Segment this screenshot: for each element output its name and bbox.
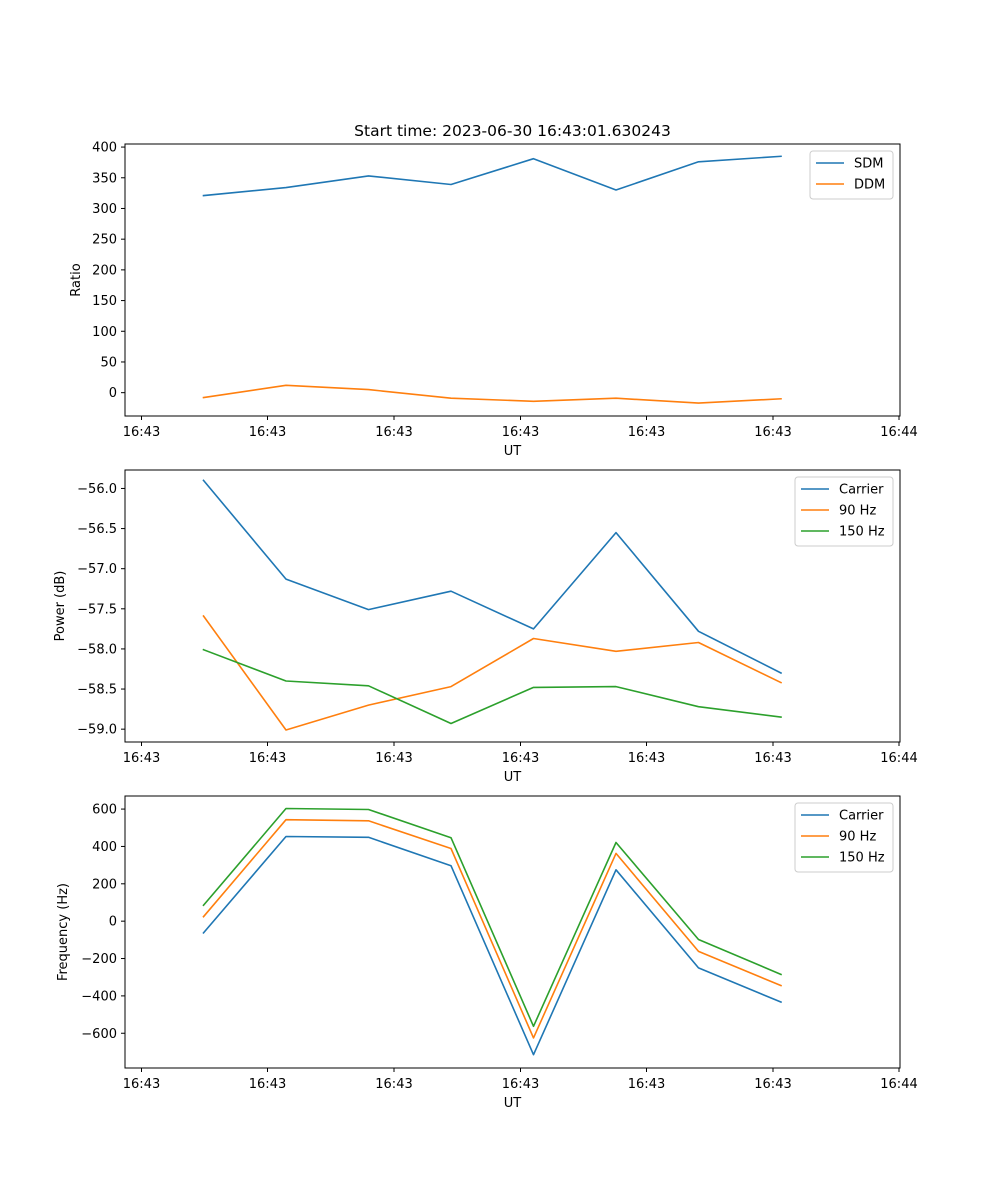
x-tick-label: 16:43: [628, 425, 665, 440]
x-tick-label: 16:43: [502, 751, 539, 766]
y-tick-label: 350: [92, 171, 117, 186]
legend-label: SDM: [854, 157, 883, 172]
legend-label: 90 Hz: [839, 504, 876, 519]
x-tick-label: 16:43: [375, 425, 412, 440]
legend-box: [794, 476, 894, 547]
y-tick-label: −57.5: [77, 602, 117, 617]
y-tick-label: 200: [92, 877, 117, 892]
x-tick-label: 16:43: [375, 751, 412, 766]
series-line-carrier: [202, 835, 783, 1056]
charts-container: 0 50 100 150 200 250 300 350 400 16:43 16:43 16:43 1…: [53, 141, 918, 1111]
x-tick-label: 16:43: [502, 1077, 539, 1092]
series-line-sdm: [202, 155, 782, 197]
chart-panel-2: −59.0 −58.5 −58.0 −57.5 −57.0 −56.5 −56.0 16:43…: [53, 469, 918, 785]
figure-title: Start time: 2023-06-30 16:43:01.630243: [354, 122, 671, 140]
y-tick-label: 0: [109, 386, 117, 401]
y-tick-label: 0: [109, 915, 117, 930]
x-axis-label: UT: [504, 1096, 522, 1111]
y-tick-label: 600: [92, 803, 117, 818]
x-axis-label: UT: [504, 770, 522, 785]
y-tick-label: 300: [92, 202, 117, 217]
series-line-150-hz: [202, 648, 782, 725]
y-tick-label: −57.0: [77, 562, 117, 577]
y-tick-label: 250: [92, 233, 117, 248]
plot-frame: [124, 143, 901, 417]
x-tick-label: 16:43: [123, 1077, 160, 1092]
legend-label: Carrier: [839, 483, 884, 498]
plot-frame: [124, 469, 901, 743]
y-tick-label: 400: [92, 840, 117, 855]
series-line-carrier: [202, 479, 783, 675]
x-tick-label: 16:43: [502, 425, 539, 440]
series-line-150-hz: [202, 807, 783, 1028]
y-axis-label: Frequency (Hz): [56, 883, 71, 981]
x-tick-label: 16:43: [628, 751, 665, 766]
x-tick-label: 16:43: [249, 751, 286, 766]
legend: Carrier 90 Hz 150 Hz: [794, 476, 894, 547]
y-tick-label: 50: [100, 355, 117, 370]
x-tick-label: 16:43: [123, 425, 160, 440]
legend-label: 90 Hz: [839, 830, 876, 845]
chart-panel-3: −600 −400 −200 0 200 400 600 16:43 16:43 16:43 16:…: [56, 795, 918, 1111]
y-tick-label: −400: [81, 989, 117, 1004]
legend-label: 150 Hz: [839, 525, 885, 540]
legend-label: DDM: [854, 178, 885, 193]
y-tick-label: 400: [92, 141, 117, 156]
x-tick-label: 16:43: [375, 1077, 412, 1092]
y-tick-label: 150: [92, 294, 117, 309]
legend: Carrier 90 Hz 150 Hz: [794, 802, 894, 873]
y-tick-label: 200: [92, 263, 117, 278]
x-tick-label: 16:44: [880, 751, 917, 766]
y-tick-label: −56.0: [77, 482, 117, 497]
x-tick-label: 16:44: [880, 1077, 917, 1092]
y-tick-label: −200: [81, 952, 117, 967]
y-axis-label: Power (dB): [53, 571, 68, 642]
x-tick-label: 16:43: [754, 751, 791, 766]
y-tick-label: −58.0: [77, 642, 117, 657]
x-tick-label: 16:43: [249, 425, 286, 440]
y-tick-label: −56.5: [77, 522, 117, 537]
y-tick-label: −59.0: [77, 723, 117, 738]
chart-panel-1: 0 50 100 150 200 250 300 350 400 16:43 16:43 16:43 1…: [69, 141, 918, 459]
y-tick-label: 100: [92, 325, 117, 340]
x-tick-label: 16:43: [628, 1077, 665, 1092]
x-tick-label: 16:43: [754, 1077, 791, 1092]
series-line-90-hz: [202, 818, 783, 1039]
x-tick-label: 16:43: [123, 751, 160, 766]
legend: SDM DDM: [809, 150, 894, 200]
legend-box: [794, 802, 894, 873]
x-tick-label: 16:43: [249, 1077, 286, 1092]
legend-label: Carrier: [839, 809, 884, 824]
y-tick-label: −58.5: [77, 683, 117, 698]
plot-frame: [124, 795, 901, 1069]
y-axis-label: Ratio: [69, 263, 84, 296]
x-tick-label: 16:44: [880, 425, 917, 440]
x-tick-label: 16:43: [754, 425, 791, 440]
series-line-90-hz: [202, 614, 783, 731]
series-line-ddm: [202, 384, 782, 404]
y-tick-label: −600: [81, 1027, 117, 1042]
legend-label: 150 Hz: [839, 851, 885, 866]
x-axis-label: UT: [504, 444, 522, 459]
